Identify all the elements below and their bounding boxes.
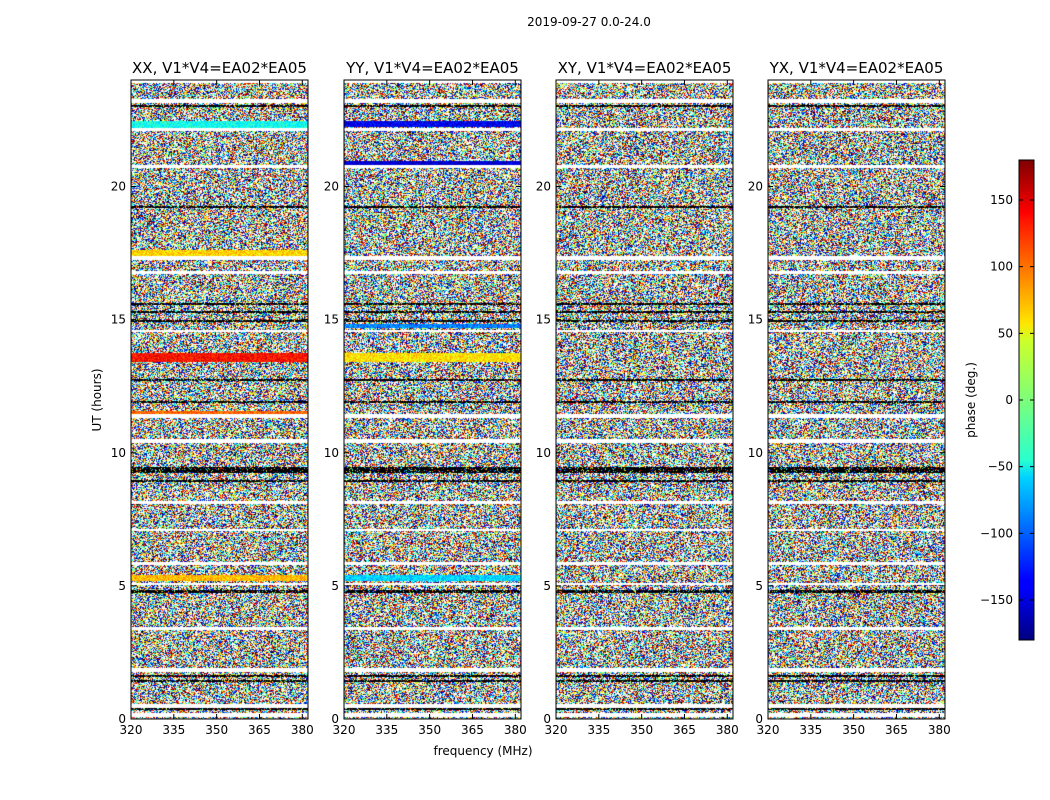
x-tick-label: 380 [716,723,739,737]
x-tick-label: 380 [291,723,314,737]
y-tick-label: 10 [324,446,339,460]
panel-frame [343,79,522,720]
x-tick-label: 320 [120,723,143,737]
heatmap-image [556,80,733,719]
x-tick-label: 320 [545,723,568,737]
colorbar-tick-label: −50 [988,460,1013,474]
panels: XX, V1*V4=EA02*EA05 320 335 350 365 380 0 5 10 15… [111,59,951,737]
x-tick-label: 365 [461,723,484,737]
y-axis-label: UT (hours) [90,368,104,431]
panel-title: YX, V1*V4=EA02*EA05 [769,59,944,77]
panel-frame [130,79,309,720]
y-tick-label: 15 [748,313,763,327]
x-tick-label: 335 [799,723,822,737]
panel-title: XX, V1*V4=EA02*EA05 [132,59,307,77]
panel-2: XY, V1*V4=EA02*EA05 320 335 350 365 380 0 5 10 15… [536,59,739,737]
y-tick-label: 20 [111,180,126,194]
x-tick-label: 335 [375,723,398,737]
y-tick-label: 15 [111,313,126,327]
colorbar-tick-label: 50 [998,326,1013,340]
y-tick-label: 20 [324,180,339,194]
x-tick-label: 335 [587,723,610,737]
colorbar-tick-label: −100 [980,526,1013,540]
y-tick-label: 5 [755,579,763,593]
x-tick-label: 365 [248,723,271,737]
heatmap-image [344,80,521,719]
x-tick-label: 365 [673,723,696,737]
colorbar-ticks: −150 −100 −50 0 50 100 150 [980,193,1034,607]
y-tick-label: 15 [536,313,551,327]
y-tick-label: 20 [536,180,551,194]
colorbar-tick-label: 150 [990,193,1013,207]
heatmap-image [768,80,945,719]
y-tick-label: 10 [748,446,763,460]
x-tick-label: 320 [757,723,780,737]
x-tick-label: 365 [885,723,908,737]
panel-1: YY, V1*V4=EA02*EA05 320 335 350 365 380 0 5 10 15… [324,59,527,737]
figure-suptitle: 2019-09-27 0.0-24.0 [527,15,651,29]
x-axis-label: frequency (MHz) [433,744,532,758]
panel-frame [767,79,946,720]
y-tick-label: 0 [331,712,339,726]
y-tick-label: 0 [755,712,763,726]
panel-0: XX, V1*V4=EA02*EA05 320 335 350 365 380 0 5 10 15… [111,59,314,737]
y-tick-label: 0 [543,712,551,726]
y-tick-label: 0 [118,712,126,726]
y-tick-label: 5 [331,579,339,593]
x-tick-label: 350 [842,723,865,737]
x-tick-label: 320 [333,723,356,737]
colorbar-tick-label: 0 [1005,393,1013,407]
colorbar-tick-label: 100 [990,260,1013,274]
y-tick-label: 5 [118,579,126,593]
y-tick-label: 5 [543,579,551,593]
y-tick-label: 15 [324,313,339,327]
heatmap-image [131,80,308,719]
panel-3: YX, V1*V4=EA02*EA05 320 335 350 365 380 0 5 10 15… [748,59,951,737]
colorbar: −150 −100 −50 0 50 100 150 phase (deg.) [964,159,1035,641]
y-tick-label: 10 [111,446,126,460]
y-tick-label: 10 [536,446,551,460]
panel-title: YY, V1*V4=EA02*EA05 [345,59,519,77]
panel-frame [555,79,734,720]
x-tick-label: 350 [418,723,441,737]
panel-title: XY, V1*V4=EA02*EA05 [558,59,732,77]
x-tick-label: 350 [205,723,228,737]
colorbar-tick-label: −150 [980,593,1013,607]
x-tick-label: 380 [928,723,951,737]
x-tick-label: 380 [504,723,527,737]
x-tick-label: 350 [630,723,653,737]
x-tick-label: 335 [162,723,185,737]
y-tick-label: 20 [748,180,763,194]
colorbar-label: phase (deg.) [964,362,978,438]
